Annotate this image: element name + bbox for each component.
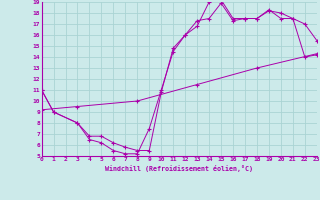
X-axis label: Windchill (Refroidissement éolien,°C): Windchill (Refroidissement éolien,°C) — [105, 165, 253, 172]
